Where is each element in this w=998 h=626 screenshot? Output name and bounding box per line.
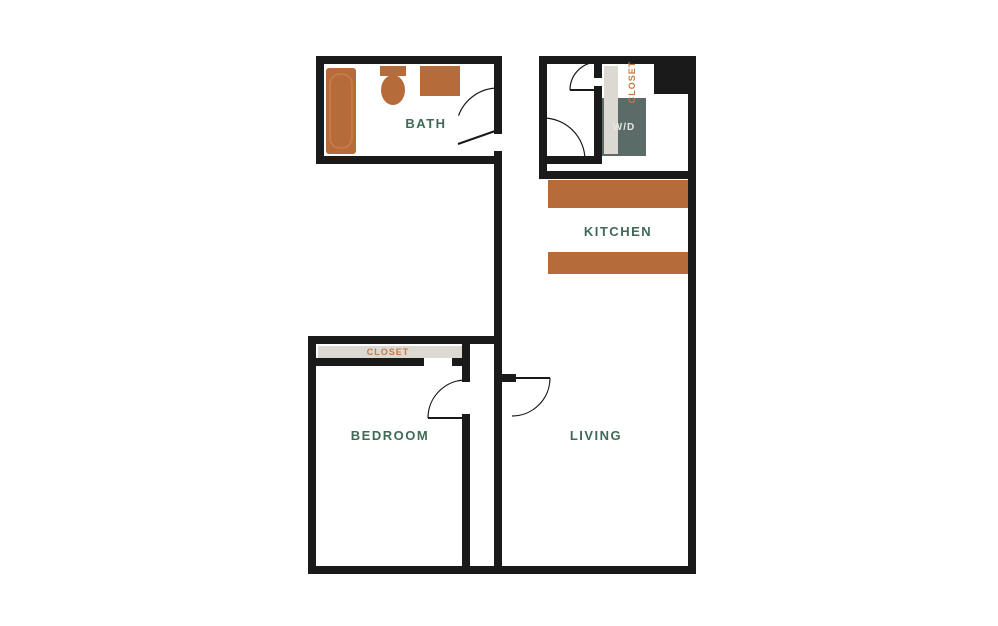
label-bedroom: BEDROOM xyxy=(351,428,429,443)
bath-sink-counter xyxy=(420,66,460,96)
label-bath: BATH xyxy=(405,116,446,131)
floorplan-diagram: BATH KITCHEN LIVING BEDROOM W/D CLOSET CLOSET xyxy=(0,0,998,626)
toilet-tank xyxy=(380,66,406,76)
kitchen-counter-lower xyxy=(548,252,688,274)
label-closet2: CLOSET xyxy=(367,347,410,357)
label-closet1: CLOSET xyxy=(627,61,637,104)
label-wd: W/D xyxy=(613,122,635,133)
toilet-bowl xyxy=(381,75,405,105)
label-kitchen: KITCHEN xyxy=(584,224,652,239)
utility-closet-shelf xyxy=(604,66,618,154)
label-living: LIVING xyxy=(570,428,622,443)
structural-column xyxy=(654,64,688,94)
kitchen-counter-upper xyxy=(548,180,688,208)
